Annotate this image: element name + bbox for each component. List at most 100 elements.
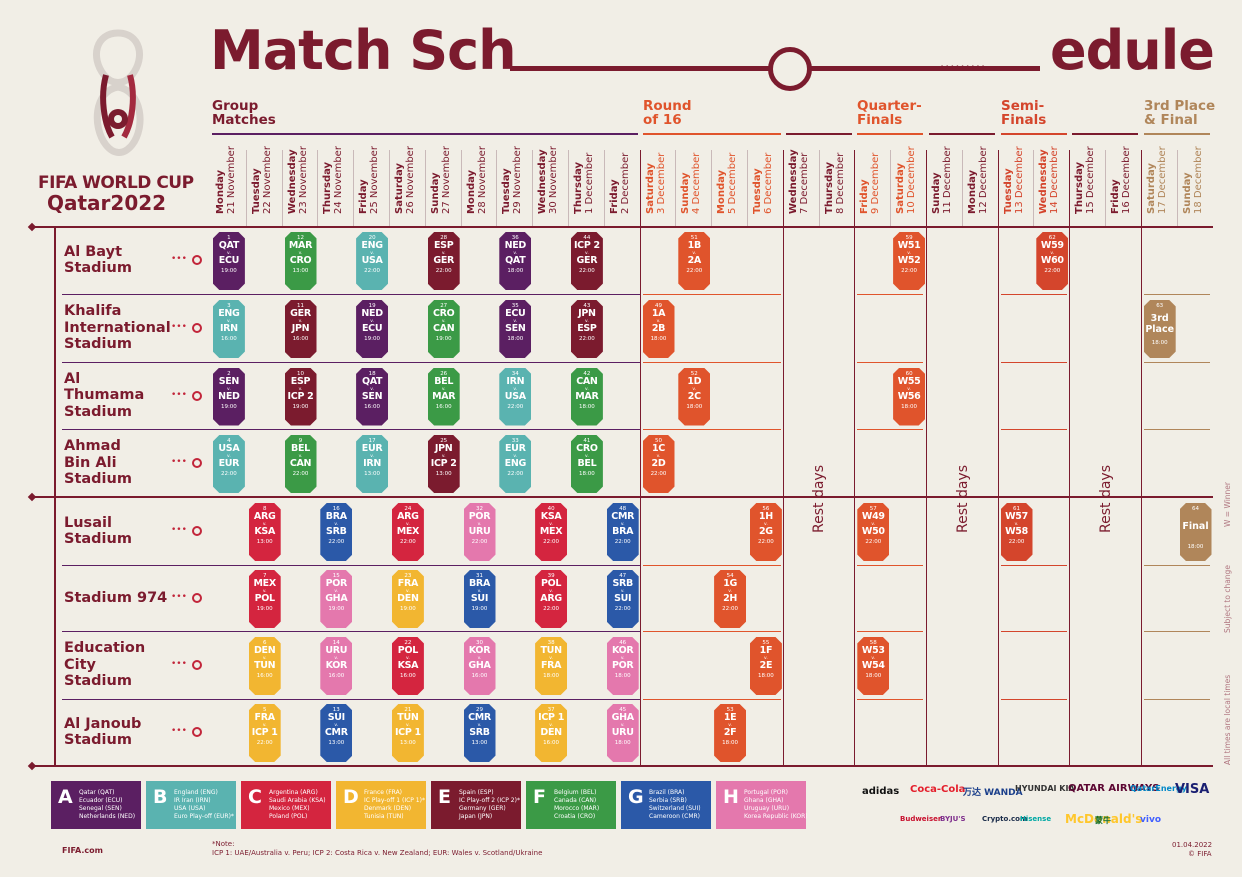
match-badge[interactable]: 9 BEL v. CAN 22:00 <box>284 435 317 493</box>
match-badge[interactable]: 4 USA v. EUR 22:00 <box>212 435 245 493</box>
match-number: 46 <box>619 640 627 646</box>
match-badge[interactable]: 3 ENG v. IRN 16:00 <box>212 300 245 358</box>
team-away: 2A <box>687 255 702 266</box>
date-day: Tuesday <box>250 168 262 214</box>
match-badge[interactable]: 28 ESP v. GER 22:00 <box>427 232 460 290</box>
team-home: KOR <box>468 645 491 656</box>
match-badge[interactable]: 48 CMR v. BRA 22:00 <box>606 503 639 561</box>
match-badge[interactable]: 50 1C v. 2D 22:00 <box>642 435 675 493</box>
match-badge[interactable]: 18 QAT v. SEN 16:00 <box>356 367 389 426</box>
football-icon <box>192 255 202 265</box>
match-badge[interactable]: 54 1G v. 2H 22:00 <box>714 570 747 628</box>
match-badge[interactable]: 55 1F v. 2E 18:00 <box>749 637 782 695</box>
date-label: Sunday 11 December <box>931 146 953 214</box>
match-badge[interactable]: 8 ARG v. KSA 13:00 <box>248 503 281 561</box>
match-badge[interactable]: 13 SUI v. CMR 13:00 <box>320 704 353 762</box>
versus-label: v. <box>549 656 553 661</box>
match-badge[interactable]: 46 KOR v. POR 18:00 <box>606 637 639 695</box>
match-badge[interactable]: 33 EUR v. ENG 22:00 <box>499 435 532 493</box>
match-badge[interactable]: 38 TUN v. FRA 18:00 <box>535 637 568 695</box>
date-text: 24 November <box>332 146 344 214</box>
stadium-row-rule <box>643 429 781 430</box>
match-badge[interactable]: 15 POR v. GHA 19:00 <box>320 570 353 628</box>
team-away: DEN <box>397 593 419 604</box>
match-badge[interactable]: 34 IRN v. USA 22:00 <box>499 367 532 426</box>
match-badge[interactable]: 63 3rd Place 18:00 <box>1143 300 1176 358</box>
footnote-label: *Note: <box>212 840 235 848</box>
versus-label: v. <box>477 589 482 594</box>
match-number: 20 <box>368 235 376 241</box>
match-badge[interactable]: 14 URU v. KOR 16:00 <box>320 637 353 695</box>
match-number: 3 <box>227 303 231 309</box>
match-badge[interactable]: 36 NED v. QAT 18:00 <box>499 232 532 290</box>
team-home: ICP 2 <box>573 240 600 251</box>
match-badge[interactable]: 22 POL v. KSA 16:00 <box>391 637 424 695</box>
match-badge[interactable]: 7 MEX v. POL 19:00 <box>248 570 281 628</box>
match-badge[interactable]: 19 NED v. ECU 19:00 <box>356 300 389 358</box>
match-badge[interactable]: 16 BRA v. SRB 22:00 <box>320 503 353 561</box>
kickoff-time: 19:00 <box>328 606 345 612</box>
kickoff-time: 16:00 <box>471 673 488 679</box>
match-badge[interactable]: 6 DEN v. TUN 16:00 <box>248 637 281 695</box>
fifa-link[interactable]: FIFA.com <box>62 846 103 855</box>
match-badge[interactable]: 21 TUN v. ICP 1 13:00 <box>391 704 424 762</box>
team-away: ECU <box>218 255 240 266</box>
versus-label: v. <box>298 386 303 392</box>
match-badge[interactable]: 51 1B v. 2A 22:00 <box>678 232 711 290</box>
team-away: W58 <box>1005 526 1028 537</box>
match-badge[interactable]: 49 1A v. 2B 18:00 <box>642 300 675 358</box>
match-badge[interactable]: 61 W57 v. W58 22:00 <box>1000 503 1033 561</box>
stadium-name: Al Thumama Stadium <box>64 370 145 420</box>
match-number: 45 <box>619 707 627 713</box>
match-badge[interactable]: 40 KSA v. MEX 22:00 <box>535 503 568 561</box>
group-team: Euro Play-off (EUR)* <box>174 813 234 820</box>
match-badge[interactable]: 1 QAT v. ECU 19:00 <box>212 232 245 290</box>
match-badge[interactable]: 44 ICP 2 v. GER 22:00 <box>570 232 603 290</box>
match-number: 2 <box>227 370 231 377</box>
match-badge[interactable]: 47 SRB v. SUI 22:00 <box>606 570 639 628</box>
match-badge[interactable]: 62 W59 v. W60 22:00 <box>1036 232 1069 290</box>
match-badge[interactable]: 59 W51 v. W52 22:00 <box>893 232 926 290</box>
match-badge[interactable]: 37 ICP 1 v. DEN 16:00 <box>535 704 568 762</box>
match-badge[interactable]: 52 1D v. 2C 18:00 <box>678 367 711 426</box>
match-badge[interactable]: 30 KOR v. GHA 16:00 <box>463 637 496 695</box>
match-badge[interactable]: 2 SEN v. NED 19:00 <box>212 367 245 426</box>
kickoff-time: 22:00 <box>220 471 237 477</box>
match-badge[interactable]: 64 Final 18:00 <box>1179 503 1212 561</box>
match-badge[interactable]: 29 CMR v. SRB 13:00 <box>463 704 496 762</box>
match-badge[interactable]: 11 GER v. JPN 16:00 <box>284 300 317 358</box>
match-badge[interactable]: 27 CRO v. CAN 19:00 <box>427 300 460 358</box>
match-badge[interactable]: 25 JPN v. ICP 2 13:00 <box>427 435 460 493</box>
match-badge[interactable]: 32 POR v. URU 22:00 <box>463 503 496 561</box>
match-badge[interactable]: 5 FRA v. ICP 1 22:00 <box>248 704 281 762</box>
team-away: CRO <box>289 255 312 266</box>
match-badge[interactable]: 45 GHA v. URU 18:00 <box>606 704 639 762</box>
match-badge[interactable]: 35 ECU v. SEN 18:00 <box>499 300 532 358</box>
date-label: Tuesday 29 November <box>501 146 523 214</box>
match-badge[interactable]: 31 BRA v. SUI 19:00 <box>463 570 496 628</box>
match-badge[interactable]: 23 FRA v. DEN 19:00 <box>391 570 424 628</box>
match-badge[interactable]: 17 EUR v. IRN 13:00 <box>356 435 389 493</box>
match-badge[interactable]: 26 BEL v. MAR 16:00 <box>427 367 460 426</box>
match-badge[interactable]: 43 JPN v. ESP 22:00 <box>570 300 603 358</box>
kickoff-time: 22:00 <box>614 539 631 545</box>
match-badge[interactable]: 58 W53 v. W54 18:00 <box>857 637 890 695</box>
match-badge[interactable]: 42 CAN v. MAR 18:00 <box>570 367 603 426</box>
day-separator <box>997 150 999 766</box>
date-label: Thursday 24 November <box>322 146 344 214</box>
stadium-row-rule <box>62 631 640 632</box>
match-badge[interactable]: 10 ESP v. ICP 2 19:00 <box>284 367 317 426</box>
match-badge[interactable]: 53 1E v. 2F 18:00 <box>714 704 747 762</box>
versus-label: v. <box>477 522 482 527</box>
match-badge[interactable]: 39 POL v. ARG 22:00 <box>535 570 568 628</box>
match-badge[interactable]: 60 W55 v. W56 18:00 <box>893 367 926 426</box>
match-badge[interactable]: 20 ENG v. USA 22:00 <box>356 232 389 290</box>
match-badge[interactable]: 24 ARG v. MEX 22:00 <box>391 503 424 561</box>
match-number: 14 <box>332 640 340 646</box>
versus-label: v. <box>477 723 482 728</box>
team-home: POR <box>468 511 491 522</box>
match-badge[interactable]: 41 CRO v. BEL 18:00 <box>570 435 603 493</box>
match-badge[interactable]: 56 1H v. 2G 22:00 <box>749 503 782 561</box>
match-badge[interactable]: 57 W49 v. W50 22:00 <box>857 503 890 561</box>
match-badge[interactable]: 12 MAR v. CRO 13:00 <box>284 232 317 290</box>
